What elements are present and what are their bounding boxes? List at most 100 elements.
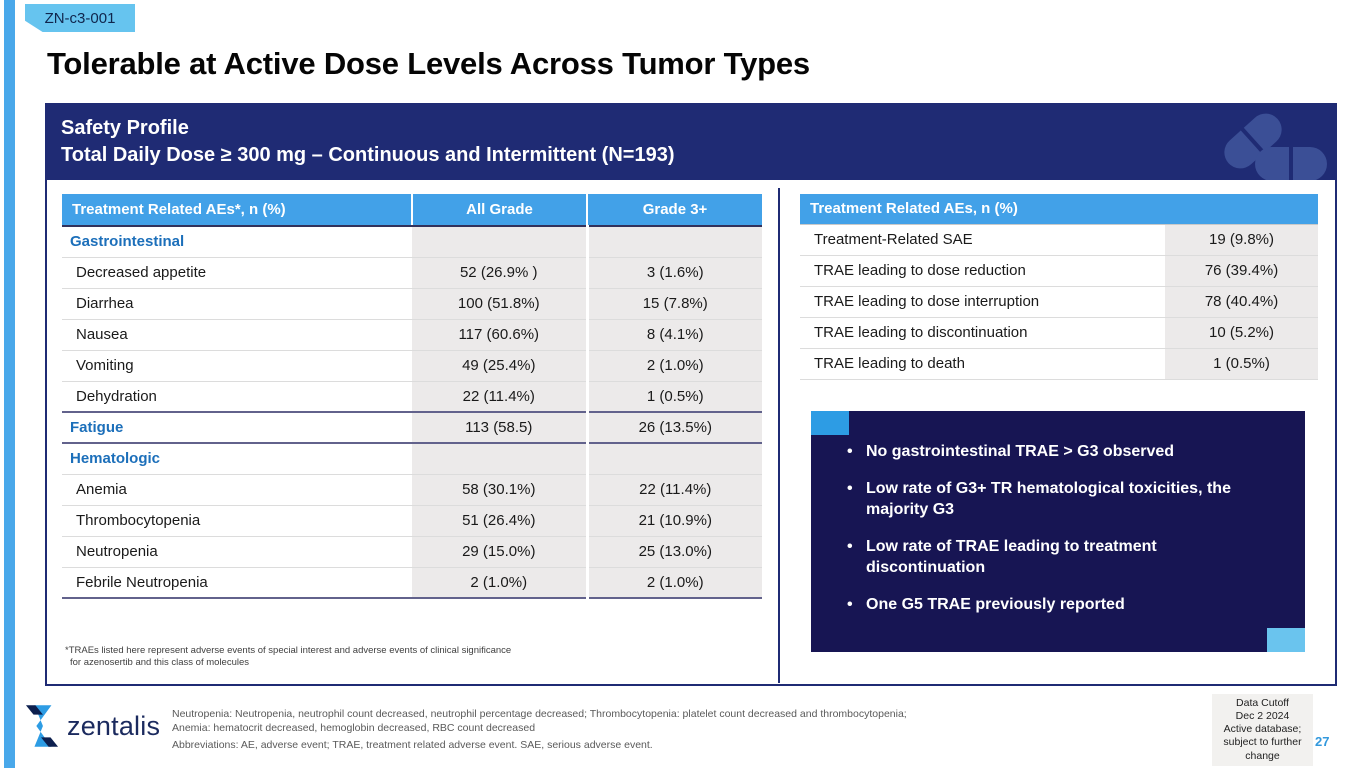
callout-corner-accent — [811, 411, 849, 435]
column-header-ae: Treatment Related AEs*, n (%) — [62, 194, 412, 227]
adverse-events-table: Treatment Related AEs*, n (%) All Grade … — [62, 194, 762, 599]
ae-grade3: 3 (1.6%) — [585, 257, 762, 289]
ae-all-grade: 2 (1.0%) — [412, 567, 587, 599]
callout-bullet-list: No gastrointestinal TRAE > G3 observed L… — [847, 441, 1277, 615]
summary-label: TRAE leading to dose interruption — [800, 286, 1165, 318]
ae-all-grade — [412, 226, 587, 258]
pills-icon — [1224, 113, 1327, 180]
ae-all-grade: 52 (26.9% ) — [412, 257, 587, 289]
ae-label: Hematologic — [62, 443, 412, 475]
ae-label: Fatigue — [62, 411, 412, 444]
ae-label: Anemia — [62, 474, 412, 506]
ae-all-grade: 49 (25.4%) — [412, 350, 587, 382]
ae-grade3: 2 (1.0%) — [585, 350, 762, 382]
ae-grade3 — [585, 443, 762, 475]
summary-label: TRAE leading to dose reduction — [800, 255, 1165, 287]
data-cutoff-box: Data Cutoff Dec 2 2024 Active database; … — [1212, 694, 1313, 766]
ae-grade3: 8 (4.1%) — [585, 319, 762, 351]
ae-all-grade: 51 (26.4%) — [412, 505, 587, 537]
table-header-row: Treatment Related AEs, n (%) — [800, 194, 1319, 225]
table-row: Neutropenia 29 (15.0%) 25 (13.0%) — [62, 536, 762, 568]
ae-label: Thrombocytopenia — [62, 505, 412, 537]
ae-label: Gastrointestinal — [62, 226, 412, 258]
table-row: Diarrhea 100 (51.8%) 15 (7.8%) — [62, 288, 762, 320]
data-cutoff-line: Active database; — [1223, 723, 1302, 736]
ae-grade3: 2 (1.0%) — [585, 567, 762, 599]
summary-label: TRAE leading to death — [800, 348, 1165, 380]
data-cutoff-line: change — [1245, 749, 1280, 762]
table-row: TRAE leading to death 1 (0.5%) — [800, 348, 1319, 380]
ae-label: Nausea — [62, 319, 412, 351]
footer-note-line: Anemia: hematocrit decreased, hemoglobin… — [172, 721, 536, 734]
table-row: Gastrointestinal — [62, 226, 762, 258]
left-accent-stripe — [4, 0, 15, 768]
ae-label: Neutropenia — [62, 536, 412, 568]
ae-all-grade: 117 (60.6%) — [412, 319, 587, 351]
table-row: TRAE leading to dose interruption 78 (40… — [800, 286, 1319, 318]
summary-table-header: Treatment Related AEs, n (%) — [800, 194, 1319, 225]
study-id-badge: ZN-c3-001 — [25, 4, 135, 32]
logo-wordmark: zentalis — [67, 710, 161, 741]
table-row: Treatment-Related SAE 19 (9.8%) — [800, 224, 1319, 256]
footer-note-line: Abbreviations: AE, adverse event; TRAE, … — [172, 739, 653, 752]
vertical-divider — [778, 188, 780, 683]
data-cutoff-line: subject to further — [1223, 736, 1302, 749]
callout-bullet: Low rate of TRAE leading to treatment di… — [847, 536, 1277, 578]
page-title: Tolerable at Active Dose Levels Across T… — [47, 46, 810, 81]
panel-header-line2: Total Daily Dose ≥ 300 mg – Continuous a… — [61, 144, 675, 166]
ae-grade3: 21 (10.9%) — [585, 505, 762, 537]
zentalis-logo: zentalis — [25, 702, 160, 750]
page-number: 27 — [1315, 734, 1330, 749]
footnote-line: for azenosertib and this class of molecu… — [70, 656, 250, 668]
ae-label: Febrile Neutropenia — [62, 567, 412, 599]
ae-label: Vomiting — [62, 350, 412, 382]
table-row: Anemia 58 (30.1%) 22 (11.4%) — [62, 474, 762, 506]
ae-label: Dehydration — [62, 381, 412, 413]
ae-label: Decreased appetite — [62, 257, 412, 289]
table-row: Vomiting 49 (25.4%) 2 (1.0%) — [62, 350, 762, 382]
callout-bullet: No gastrointestinal TRAE > G3 observed — [847, 441, 1277, 462]
ae-all-grade: 100 (51.8%) — [412, 288, 587, 320]
ae-all-grade: 29 (15.0%) — [412, 536, 587, 568]
ae-grade3: 15 (7.8%) — [585, 288, 762, 320]
summary-label: Treatment-Related SAE — [800, 224, 1165, 256]
summary-value: 1 (0.5%) — [1165, 348, 1319, 380]
key-findings-callout: No gastrointestinal TRAE > G3 observed L… — [811, 411, 1305, 652]
column-header-all-grade: All Grade — [411, 194, 587, 227]
callout-bullet: One G5 TRAE previously reported — [847, 594, 1277, 615]
ae-grade3: 26 (13.5%) — [585, 411, 762, 444]
ae-all-grade: 22 (11.4%) — [412, 381, 587, 413]
panel-header-line1: Safety Profile — [61, 117, 189, 139]
safety-profile-panel: Safety Profile Total Daily Dose ≥ 300 mg… — [45, 103, 1337, 686]
table-header-row: Treatment Related AEs*, n (%) All Grade … — [62, 194, 762, 227]
summary-value: 19 (9.8%) — [1165, 224, 1319, 256]
ae-all-grade — [412, 443, 587, 475]
summary-value: 10 (5.2%) — [1165, 317, 1319, 349]
ae-grade3 — [585, 226, 762, 258]
ae-grade3: 25 (13.0%) — [585, 536, 762, 568]
ae-all-grade: 58 (30.1%) — [412, 474, 587, 506]
table-row: TRAE leading to dose reduction 76 (39.4%… — [800, 255, 1319, 287]
table-row: Thrombocytopenia 51 (26.4%) 21 (10.9%) — [62, 505, 762, 537]
table-row: Fatigue 113 (58.5) 26 (13.5%) — [62, 411, 762, 444]
trae-summary-table: Treatment Related AEs, n (%) Treatment-R… — [800, 194, 1319, 380]
footnote-line: *TRAEs listed here represent adverse eve… — [65, 645, 512, 656]
table-row: Nausea 117 (60.6%) 8 (4.1%) — [62, 319, 762, 351]
summary-value: 78 (40.4%) — [1165, 286, 1319, 318]
table-footnote: *TRAEs listed here represent adverse eve… — [65, 645, 511, 669]
panel-header: Safety Profile Total Daily Dose ≥ 300 mg… — [47, 105, 1335, 180]
table-row: TRAE leading to discontinuation 10 (5.2%… — [800, 317, 1319, 349]
footer-notes: Neutropenia: Neutropenia, neutrophil cou… — [172, 708, 907, 753]
footer-note-line: Neutropenia: Neutropenia, neutrophil cou… — [172, 708, 907, 720]
table-row: Hematologic — [62, 443, 762, 475]
ae-label: Diarrhea — [62, 288, 412, 320]
data-cutoff-line: Dec 2 2024 — [1235, 710, 1290, 723]
callout-corner-accent — [1267, 628, 1305, 652]
callout-bullet: Low rate of G3+ TR hematological toxicit… — [847, 478, 1277, 520]
data-cutoff-line: Data Cutoff — [1236, 697, 1289, 709]
column-header-grade3: Grade 3+ — [586, 194, 762, 227]
table-row: Febrile Neutropenia 2 (1.0%) 2 (1.0%) — [62, 567, 762, 599]
ae-grade3: 22 (11.4%) — [585, 474, 762, 506]
summary-value: 76 (39.4%) — [1165, 255, 1319, 287]
